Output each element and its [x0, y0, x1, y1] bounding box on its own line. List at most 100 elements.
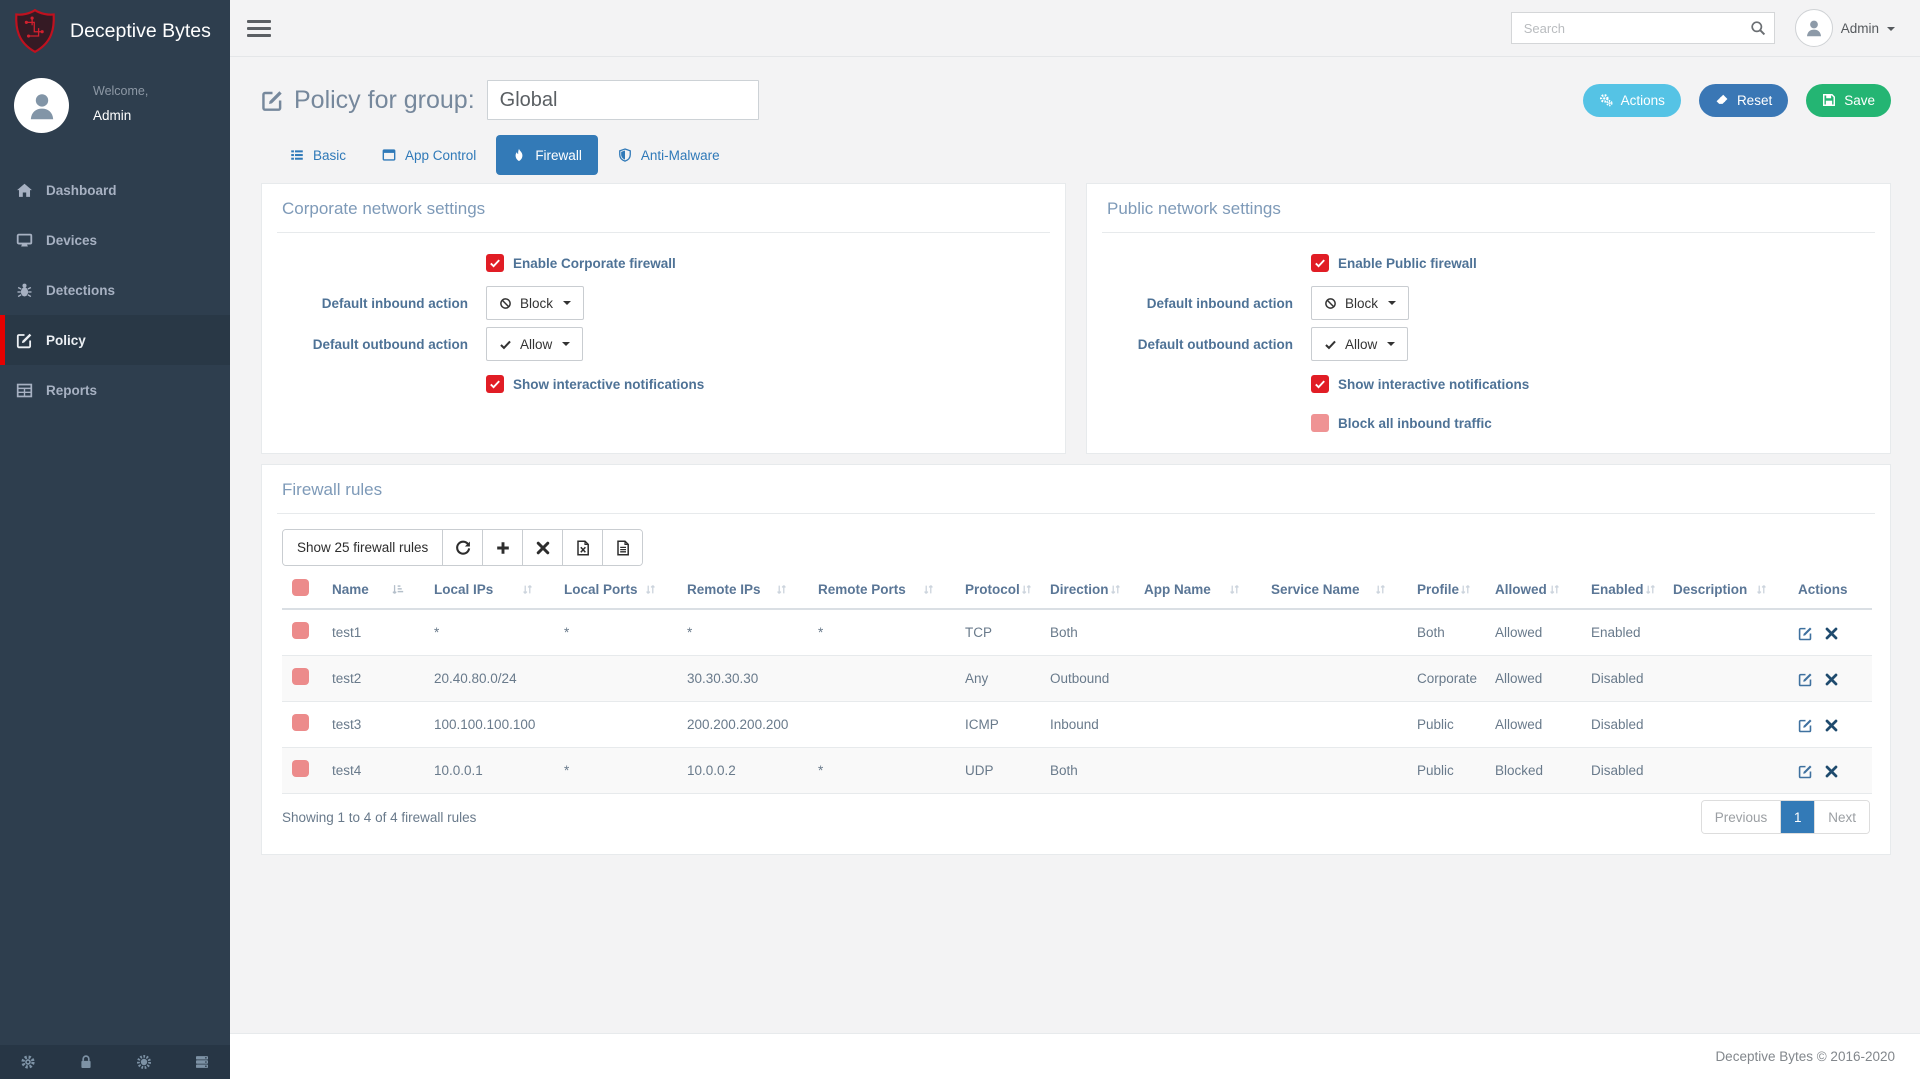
- sidebar-item-policy[interactable]: Policy: [0, 315, 230, 365]
- tab-basic[interactable]: Basic: [274, 135, 362, 175]
- cell-app-name: [1132, 701, 1259, 748]
- sort-icon[interactable]: [1459, 583, 1472, 596]
- cell-profile: Corporate: [1405, 655, 1483, 702]
- row-select-checkbox[interactable]: [292, 714, 309, 731]
- row-select-checkbox[interactable]: [292, 622, 309, 639]
- edit-rule-button[interactable]: [1798, 717, 1813, 732]
- column-header[interactable]: Local IPs: [434, 581, 494, 597]
- select-all-checkbox[interactable]: [292, 579, 309, 596]
- checkbox-label: Enable Corporate firewall: [513, 255, 676, 271]
- column-header[interactable]: Remote IPs: [687, 581, 761, 597]
- tab-firewall[interactable]: Firewall: [496, 135, 598, 175]
- row-select-checkbox[interactable]: [292, 760, 309, 777]
- column-header[interactable]: Profile: [1417, 581, 1460, 597]
- enable-corporate-firewall-checkbox[interactable]: Enable Corporate firewall: [486, 254, 1045, 272]
- sort-icon[interactable]: [1644, 583, 1657, 596]
- actions-button[interactable]: Actions: [1582, 83, 1681, 117]
- refresh-button[interactable]: [442, 530, 483, 565]
- user-avatar: [1794, 9, 1833, 47]
- avatar[interactable]: [14, 78, 69, 133]
- edit-rule-button[interactable]: [1798, 763, 1813, 778]
- block-all-inbound-checkbox[interactable]: Block all inbound traffic: [1311, 414, 1870, 432]
- rules-body: test1 * * * * TCP Both Both Allowed Enab…: [282, 609, 1872, 794]
- add-rule-button[interactable]: [482, 530, 523, 565]
- sidebar-item-detections[interactable]: Detections: [0, 265, 230, 315]
- export-excel-button[interactable]: [562, 530, 603, 565]
- column-header[interactable]: Description: [1673, 581, 1748, 597]
- cell-service-name: [1259, 701, 1405, 748]
- user-menu[interactable]: Admin: [1794, 9, 1895, 47]
- badge-icon[interactable]: [136, 1054, 152, 1070]
- sidebar: Deceptive Bytes Welcome, Admin Dashboard…: [0, 0, 230, 1079]
- column-header[interactable]: Service Name: [1271, 581, 1360, 597]
- reset-button[interactable]: Reset: [1698, 83, 1789, 117]
- servers-icon[interactable]: [194, 1054, 210, 1070]
- delete-rules-button[interactable]: [522, 530, 563, 565]
- delete-rule-button[interactable]: [1824, 763, 1839, 778]
- sort-icon[interactable]: [644, 583, 657, 596]
- sort-icon[interactable]: [1548, 583, 1561, 596]
- edit-rule-button[interactable]: [1798, 671, 1813, 686]
- row-select-checkbox[interactable]: [292, 668, 309, 685]
- bug-icon: [16, 282, 33, 299]
- sort-icon[interactable]: [521, 583, 534, 596]
- show-rules-button[interactable]: Show 25 firewall rules: [283, 530, 443, 565]
- ban-icon: [1324, 297, 1337, 310]
- delete-rule-button[interactable]: [1824, 671, 1839, 686]
- sort-icon[interactable]: [775, 583, 788, 596]
- sidebar-item-devices[interactable]: Devices: [0, 215, 230, 265]
- pagination-next[interactable]: Next: [1814, 801, 1869, 833]
- column-header[interactable]: Allowed: [1495, 581, 1547, 597]
- column-header[interactable]: Protocol: [965, 581, 1020, 597]
- pagination-page-1[interactable]: 1: [1780, 801, 1815, 833]
- search-icon[interactable]: [1750, 20, 1766, 36]
- sort-icon[interactable]: [1374, 583, 1387, 596]
- column-header[interactable]: Enabled: [1591, 581, 1644, 597]
- gear-icon[interactable]: [20, 1054, 36, 1070]
- export-file-button[interactable]: [602, 530, 643, 565]
- edit-rule-button[interactable]: [1798, 625, 1813, 640]
- lock-icon[interactable]: [78, 1054, 94, 1070]
- sort-icon[interactable]: [391, 583, 404, 596]
- cell-profile: Public: [1405, 747, 1483, 794]
- sort-icon[interactable]: [1228, 583, 1241, 596]
- tab-anti-malware[interactable]: Anti-Malware: [602, 135, 736, 175]
- delete-rule-button[interactable]: [1824, 625, 1839, 640]
- pagination: Previous 1 Next: [1700, 800, 1870, 834]
- sort-icon[interactable]: [1755, 583, 1768, 596]
- sidebar-item-reports[interactable]: Reports: [0, 365, 230, 415]
- column-header[interactable]: Direction: [1050, 581, 1109, 597]
- menu-toggle-button[interactable]: [247, 19, 271, 37]
- sidebar-footer: [0, 1045, 230, 1079]
- outbound-action-dropdown[interactable]: Allow: [1311, 327, 1409, 361]
- pagination-previous[interactable]: Previous: [1701, 801, 1781, 833]
- tab-app-control[interactable]: App Control: [366, 135, 492, 175]
- x-icon: [1824, 672, 1839, 687]
- cell-name: test2: [320, 655, 422, 702]
- inbound-action-dropdown[interactable]: Block: [1311, 286, 1410, 320]
- delete-rule-button[interactable]: [1824, 717, 1839, 732]
- brand[interactable]: Deceptive Bytes: [0, 0, 230, 62]
- sidebar-item-dashboard[interactable]: Dashboard: [0, 165, 230, 215]
- show-notifications-checkbox[interactable]: Show interactive notifications: [1311, 375, 1870, 393]
- show-notifications-checkbox[interactable]: Show interactive notifications: [486, 375, 1045, 393]
- edit-icon: [1798, 672, 1813, 687]
- policy-tabs: Basic App Control Firewall Anti-Malware: [274, 135, 1891, 175]
- group-name-input[interactable]: [486, 80, 759, 120]
- outbound-action-dropdown[interactable]: Allow: [486, 327, 584, 361]
- column-header[interactable]: Local Ports: [564, 581, 638, 597]
- sort-icon[interactable]: [1109, 583, 1122, 596]
- sort-icon[interactable]: [1020, 583, 1033, 596]
- inbound-action-dropdown[interactable]: Block: [486, 286, 585, 320]
- sort-icon[interactable]: [922, 583, 935, 596]
- column-header[interactable]: Remote Ports: [818, 581, 906, 597]
- search-input[interactable]: [1510, 12, 1775, 44]
- file-excel-icon: [575, 540, 591, 556]
- save-button[interactable]: Save: [1806, 83, 1891, 117]
- column-header[interactable]: App Name: [1144, 581, 1211, 597]
- column-header[interactable]: Name: [332, 581, 369, 597]
- dropdown-value: Block: [1345, 295, 1379, 311]
- cell-service-name: [1259, 747, 1405, 794]
- cell-local-ips: 100.100.100.100: [422, 701, 552, 748]
- enable-public-firewall-checkbox[interactable]: Enable Public firewall: [1311, 254, 1870, 272]
